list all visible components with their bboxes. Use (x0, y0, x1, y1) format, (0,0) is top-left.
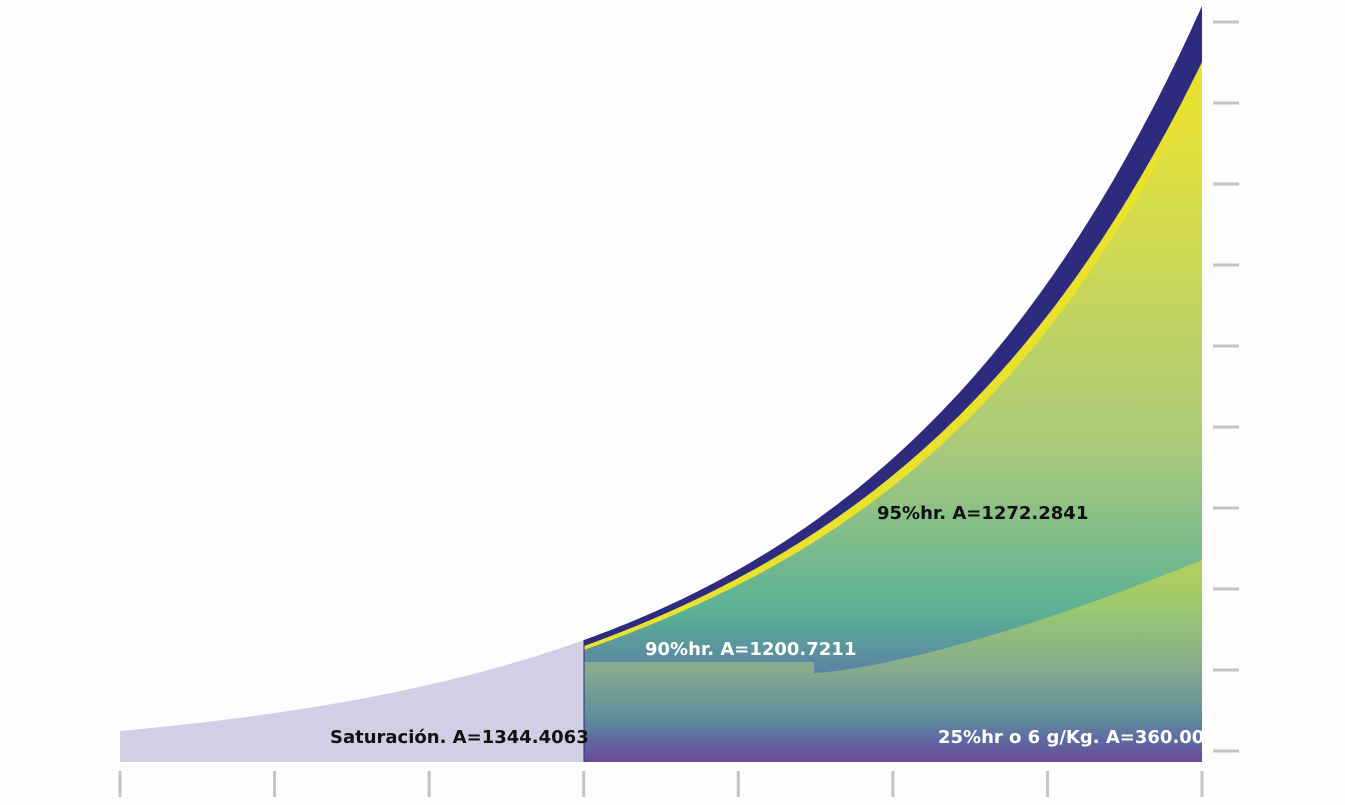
axis-ticks (118, 20, 1239, 797)
rh25-region (584, 560, 1202, 762)
gradient-area (584, 78, 1202, 762)
saturation-label: Saturación. A=1344.4063 (330, 727, 589, 748)
rh90-label: 90%hr. A=1200.7211 (645, 639, 857, 660)
rh25-label: 25%hr o 6 g/Kg. A=360.002 (938, 727, 1217, 748)
rh95-label: 95%hr. A=1272.2841 (877, 503, 1089, 524)
